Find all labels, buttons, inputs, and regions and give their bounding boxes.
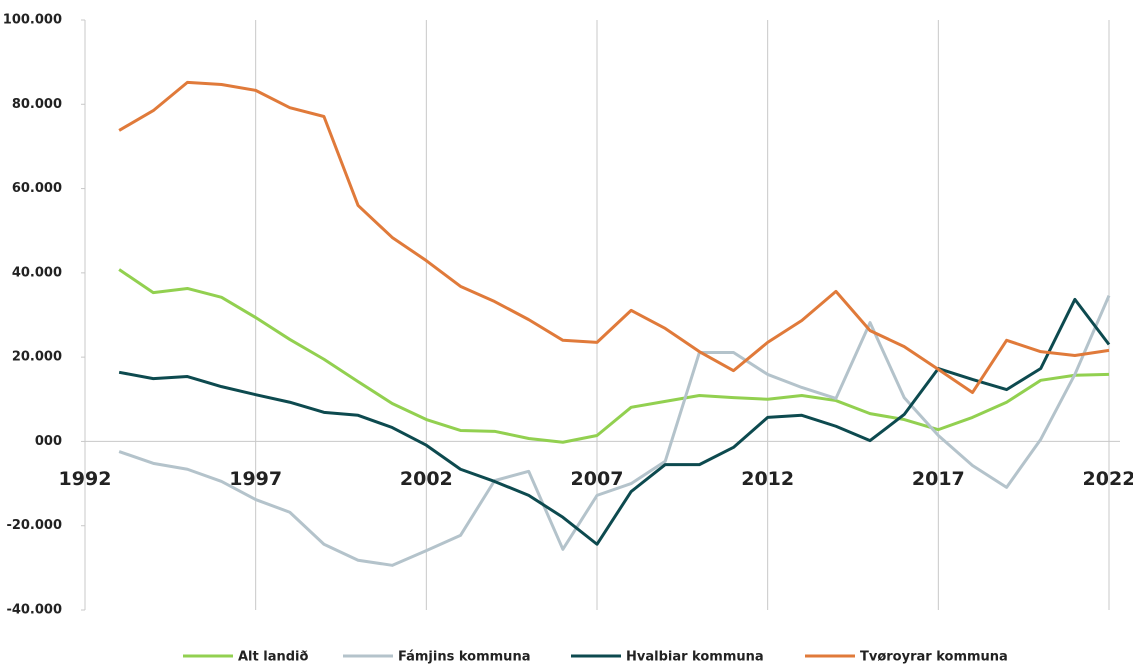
x-tick-label: 2012: [741, 468, 794, 490]
series-line: [118, 268, 1110, 444]
x-tick-label: 2002: [400, 468, 453, 490]
x-tick-label: 2007: [571, 468, 624, 490]
legend-label: Hvalbiar kommuna: [626, 650, 764, 665]
legend-label: Alt landið: [238, 650, 309, 665]
series-line: [118, 297, 1111, 546]
y-tick-label: 40.000: [12, 265, 62, 280]
y-tick-label: 80.000: [12, 97, 62, 112]
x-tick-label: 2017: [912, 468, 965, 490]
y-tick-label: 20.000: [12, 350, 62, 365]
legend-label: Tvøroyrar kommuna: [860, 650, 1008, 665]
y-tick-label: -40.000: [6, 603, 62, 618]
x-tick-label: 1997: [229, 468, 282, 490]
x-tick-label: 2022: [1083, 468, 1133, 490]
y-tick-label: 000: [35, 434, 62, 449]
y-tick-label: 100.000: [3, 13, 62, 28]
legend-label: Fámjins kommuna: [398, 650, 530, 665]
y-tick-label: 60.000: [12, 181, 62, 196]
x-tick-label: 1992: [59, 468, 112, 490]
series-line: [118, 295, 1111, 567]
series-line: [118, 80, 1110, 395]
y-tick-label: -20.000: [6, 518, 62, 533]
